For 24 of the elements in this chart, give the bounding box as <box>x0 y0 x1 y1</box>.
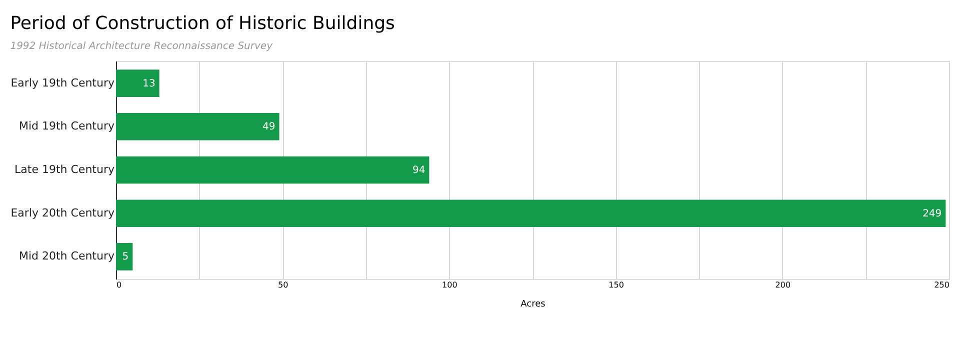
data-label: 5 <box>122 252 129 263</box>
bar <box>116 70 160 97</box>
y-tick-label: Late 19th Century <box>14 163 115 176</box>
bar <box>116 156 430 184</box>
x-tick-label: 250 <box>934 280 950 290</box>
y-tick-label: Early 19th Century <box>10 76 115 90</box>
bar <box>116 243 133 270</box>
x-tick-label: 0 <box>116 280 122 290</box>
data-label: 49 <box>262 122 276 133</box>
x-tick-label: 50 <box>278 280 288 290</box>
x-tick-label: 100 <box>442 280 458 290</box>
data-label: 94 <box>412 165 426 176</box>
data-label: 13 <box>142 78 156 90</box>
y-tick-label: Early 20th Century <box>10 206 115 220</box>
y-tick-label: Mid 20th Century <box>18 250 115 263</box>
chart-subtitle: 1992 Historical Architecture Reconnaissance Survey <box>10 41 274 52</box>
bar <box>116 200 946 227</box>
data-label: 249 <box>922 208 942 220</box>
x-tick-label: 200 <box>775 280 791 290</box>
x-axis-title: Acres <box>520 300 546 310</box>
chart-title: Period of Construction of Historic Buildings <box>10 13 395 34</box>
y-tick-label: Mid 19th Century <box>18 120 115 133</box>
x-tick-label: 150 <box>608 280 624 290</box>
bar <box>116 113 280 140</box>
